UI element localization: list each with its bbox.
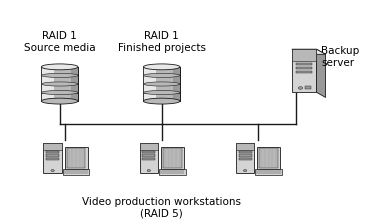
Text: Backup
server: Backup server <box>321 46 360 69</box>
Text: Video production workstations
(RAID 5): Video production workstations (RAID 5) <box>82 197 241 219</box>
Ellipse shape <box>41 64 78 70</box>
FancyBboxPatch shape <box>139 143 158 173</box>
FancyBboxPatch shape <box>296 67 312 69</box>
FancyBboxPatch shape <box>63 169 89 175</box>
FancyBboxPatch shape <box>71 67 78 101</box>
FancyBboxPatch shape <box>65 147 88 169</box>
Ellipse shape <box>51 170 54 171</box>
FancyBboxPatch shape <box>46 154 59 156</box>
FancyBboxPatch shape <box>239 154 252 156</box>
Text: RAID 1
Finished projects: RAID 1 Finished projects <box>118 31 206 53</box>
Ellipse shape <box>41 73 78 78</box>
FancyBboxPatch shape <box>255 169 282 175</box>
FancyBboxPatch shape <box>142 158 156 160</box>
FancyBboxPatch shape <box>161 147 184 169</box>
FancyBboxPatch shape <box>143 67 180 101</box>
FancyBboxPatch shape <box>44 143 62 173</box>
FancyBboxPatch shape <box>142 154 156 156</box>
FancyBboxPatch shape <box>292 49 316 61</box>
Ellipse shape <box>143 82 180 86</box>
FancyBboxPatch shape <box>143 67 156 101</box>
FancyBboxPatch shape <box>292 49 316 92</box>
Text: RAID 1
Source media: RAID 1 Source media <box>24 31 95 53</box>
Ellipse shape <box>41 90 78 95</box>
FancyBboxPatch shape <box>67 148 85 168</box>
Ellipse shape <box>143 64 180 70</box>
FancyBboxPatch shape <box>44 143 62 150</box>
Polygon shape <box>292 49 326 54</box>
Ellipse shape <box>143 73 180 78</box>
Ellipse shape <box>143 90 180 95</box>
Ellipse shape <box>147 170 151 171</box>
FancyBboxPatch shape <box>236 143 254 150</box>
FancyBboxPatch shape <box>42 67 54 101</box>
FancyBboxPatch shape <box>296 70 312 73</box>
FancyBboxPatch shape <box>172 67 180 101</box>
Ellipse shape <box>143 98 180 104</box>
FancyBboxPatch shape <box>239 151 252 153</box>
Ellipse shape <box>41 82 78 86</box>
FancyBboxPatch shape <box>46 158 59 160</box>
FancyBboxPatch shape <box>139 143 158 150</box>
Ellipse shape <box>298 87 303 89</box>
Ellipse shape <box>41 98 78 104</box>
FancyBboxPatch shape <box>46 151 59 153</box>
Polygon shape <box>316 49 326 97</box>
FancyBboxPatch shape <box>42 67 78 101</box>
FancyBboxPatch shape <box>142 151 156 153</box>
FancyBboxPatch shape <box>296 63 312 65</box>
FancyBboxPatch shape <box>239 158 252 160</box>
FancyBboxPatch shape <box>163 148 182 168</box>
FancyBboxPatch shape <box>236 143 254 173</box>
FancyBboxPatch shape <box>259 148 278 168</box>
FancyBboxPatch shape <box>159 169 186 175</box>
FancyBboxPatch shape <box>257 147 280 169</box>
FancyBboxPatch shape <box>305 86 311 89</box>
Ellipse shape <box>243 170 247 171</box>
